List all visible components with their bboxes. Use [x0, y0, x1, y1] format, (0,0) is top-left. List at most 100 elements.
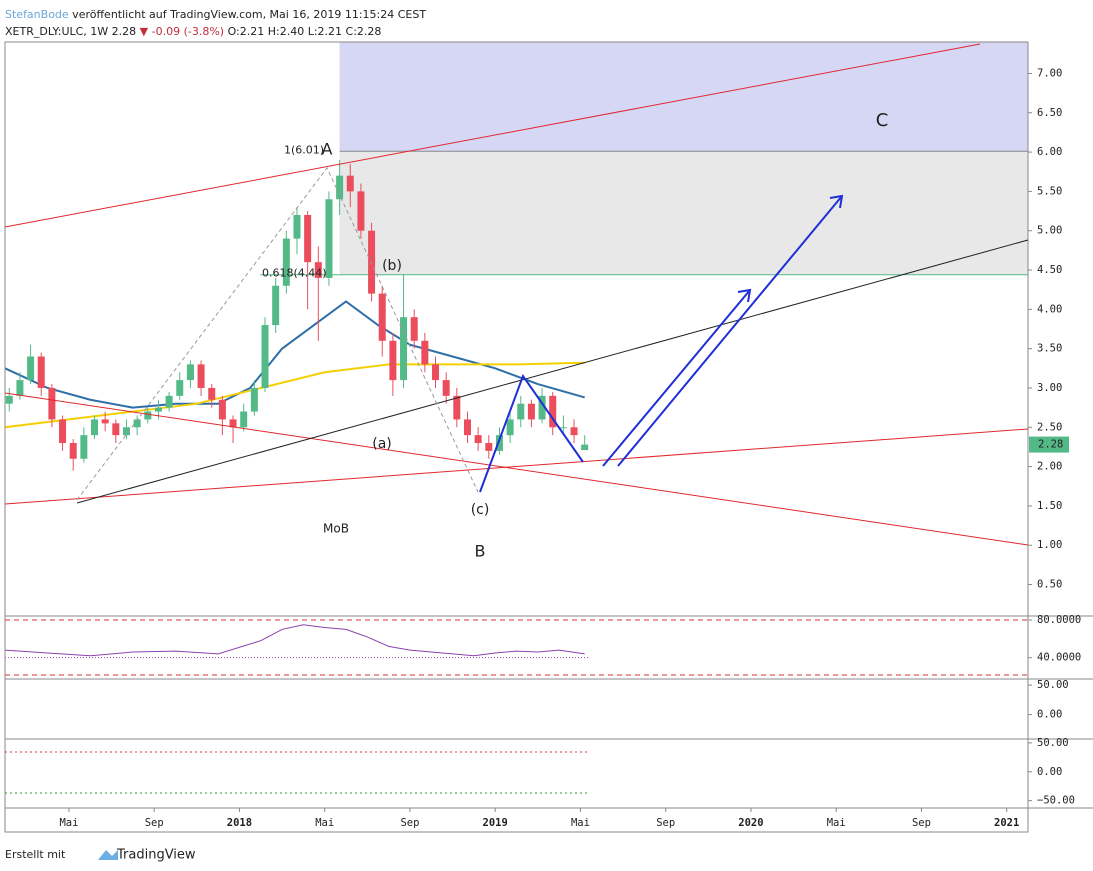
last-price: 2.28 — [1038, 439, 1063, 451]
candle-body — [538, 395, 546, 420]
fib-label: 0.618(4.44) — [262, 267, 327, 280]
candle-body — [122, 427, 130, 436]
candle-body — [581, 444, 589, 451]
moving-average — [4, 361, 585, 429]
y-tick-label: 1.50 — [1037, 500, 1062, 512]
y-tick-label: 3.50 — [1037, 343, 1062, 355]
arrowhead — [737, 288, 752, 303]
x-tick-label: Mai — [571, 817, 590, 829]
fib-zone — [339, 151, 1028, 275]
candle-body — [453, 395, 461, 420]
change: ▼ -0.09 (-3.8%) — [140, 25, 224, 38]
y-tick-label: 1.00 — [1037, 539, 1062, 551]
annotation: B — [475, 542, 486, 561]
y-tick-label: −50.00 — [1037, 795, 1075, 807]
annotation: (b) — [382, 258, 402, 274]
annotation: MoB — [323, 522, 349, 536]
candle-body — [368, 230, 376, 294]
target-zone — [339, 42, 1028, 152]
arrow — [602, 289, 751, 467]
x-tick-label: Mai — [827, 817, 846, 829]
ohlc: O:2.21 H:2.40 L:2.21 C:2.28 — [228, 25, 382, 38]
candle-body — [176, 380, 184, 396]
annotations: A (b) (a) (c) B C MoB — [322, 110, 889, 561]
annotation: C — [876, 110, 889, 131]
candle-body — [570, 427, 578, 436]
candle-body — [112, 423, 120, 436]
moving-average — [4, 300, 585, 409]
candle-body — [463, 419, 471, 436]
candle-body — [59, 419, 67, 444]
candle-body — [527, 403, 535, 420]
y-tick-label: 50.00 — [1037, 737, 1069, 749]
published: veröffentlicht auf TradingView.com, Mai … — [69, 8, 427, 21]
candle-body — [80, 435, 88, 459]
last-price-tag — [1029, 436, 1069, 453]
y-tick-label: 40.0000 — [1037, 652, 1081, 664]
candle-body — [325, 199, 333, 278]
candle-body — [442, 380, 450, 396]
candle-body — [165, 395, 173, 408]
x-tick-label: 2019 — [483, 817, 508, 829]
candle-body — [16, 380, 24, 396]
candle-body — [314, 262, 322, 278]
y-tick-label: 3.00 — [1037, 382, 1062, 394]
candle-body — [27, 356, 35, 381]
author: StefanBode — [5, 8, 69, 21]
x-tick-label: 2021 — [994, 817, 1019, 829]
y-tick-label: 50.00 — [1037, 679, 1069, 691]
x-tick-label: Mai — [315, 817, 334, 829]
candle-body — [378, 293, 386, 341]
arrow — [479, 373, 584, 493]
trendline — [4, 392, 1029, 546]
candle-body — [400, 317, 408, 381]
x-tick-label: Sep — [912, 817, 931, 829]
candle-body — [208, 387, 216, 400]
y-tick-label: 6.50 — [1037, 107, 1062, 119]
candle-body — [197, 364, 205, 388]
candle-body — [506, 419, 514, 436]
x-tick-label: Mai — [59, 817, 78, 829]
trendline — [76, 239, 1029, 504]
candle-body — [357, 191, 365, 231]
header: StefanBode veröffentlicht auf TradingVie… — [5, 8, 426, 21]
candle-body — [5, 395, 13, 404]
candle-body — [432, 364, 440, 381]
candle-body — [517, 403, 525, 420]
trendline — [4, 43, 981, 228]
symbol-line: XETR_DLY:ULC, 1W 2.28 ▼ -0.09 (-3.8%) O:… — [5, 25, 381, 38]
candle-body — [421, 340, 429, 365]
candle-body — [336, 175, 344, 200]
trendline — [4, 428, 1029, 505]
footer-brand: TradingView — [116, 848, 196, 863]
x-tick-label: Sep — [400, 817, 419, 829]
y-tick-label: 0.00 — [1037, 766, 1062, 778]
x-tick-label: Sep — [145, 817, 164, 829]
candle-body — [186, 364, 194, 381]
candle-body — [549, 395, 557, 428]
candle-body — [485, 443, 493, 451]
arrowhead — [829, 194, 844, 209]
candle-body — [293, 214, 301, 239]
candle-body — [48, 387, 56, 420]
y-tick-label: 5.00 — [1037, 225, 1062, 237]
annotation: (a) — [372, 436, 392, 452]
annotation: (c) — [471, 502, 490, 518]
candle-body — [144, 411, 152, 420]
candle-body — [91, 419, 99, 436]
footer-made: Erstellt mit — [5, 848, 66, 861]
drawings — [4, 43, 1029, 794]
candle-body — [240, 411, 248, 428]
candle-body — [250, 387, 258, 412]
fib-label: 1(6.01) — [284, 143, 324, 156]
candle-body — [346, 175, 354, 192]
candle-body — [272, 285, 280, 326]
y-tick-label: 2.50 — [1037, 421, 1062, 433]
candle-body — [559, 427, 567, 429]
candle-body — [304, 214, 312, 263]
plot-area — [4, 42, 1028, 659]
y-tick-label: 4.00 — [1037, 303, 1062, 315]
x-tick-label: Sep — [656, 817, 675, 829]
